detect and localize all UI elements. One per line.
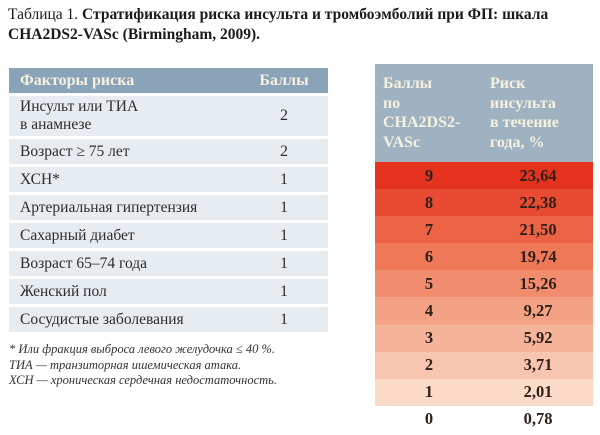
table-row: 4 9,27: [375, 297, 593, 325]
table-row: 7 21,50: [375, 216, 593, 244]
points-cell: 1: [280, 226, 288, 244]
points-cell: 1: [280, 282, 288, 300]
table-row: 8 22,38: [375, 189, 593, 217]
points-header-label: Баллы: [259, 71, 309, 89]
table-caption: Таблица 1. Стратификация риска инсульта …: [8, 5, 592, 45]
score-cell: 6: [424, 246, 434, 266]
factor-cell: Артериальная гипертензия: [20, 198, 198, 216]
points-cell: 2: [280, 142, 288, 160]
risk-factors-header-label: Факторы риска: [20, 71, 135, 89]
table-row: 3 5,92: [375, 324, 593, 352]
score-cell: 3: [424, 328, 434, 348]
risk-cell: 2,01: [523, 382, 553, 402]
score-cell: 8: [424, 192, 434, 212]
footnotes: * Или фракция выброса левого желудочка ≤…: [9, 342, 339, 389]
points-cell: 1: [280, 254, 288, 272]
table-row: Артериальная гипертензия 1: [9, 195, 328, 220]
risk-cell: 0,78: [523, 409, 553, 429]
table-row: 9 23,64: [375, 162, 593, 190]
factor-cell: Возраст ≥ 75 лет: [20, 142, 130, 160]
risk-factors-table: Факторы риска Баллы Инсульт или ТИА в ан…: [9, 68, 328, 332]
points-cell: 2: [280, 107, 288, 124]
table-row: Сахарный диабет 1: [9, 223, 328, 248]
table-row: 6 19,74: [375, 243, 593, 271]
factor-cell: Сахарный диабет: [20, 226, 135, 244]
risk-cell: 9,27: [523, 301, 553, 321]
score-cell: 1: [424, 382, 434, 402]
risk-header-label: Риск инсульта в течение года, %: [490, 75, 559, 151]
factor-cell: Инсульт или ТИА в анамнезе: [20, 98, 139, 133]
stroke-risk-table: Баллы по CHA2DS2- VASc Риск инсульта в т…: [375, 64, 593, 433]
table-row: 5 15,26: [375, 270, 593, 298]
points-cell: 1: [280, 170, 288, 188]
footnote-line: ТИА — транзиторная ишемическая атака.: [9, 357, 242, 372]
table-row: 0 0,78: [375, 405, 593, 433]
table-row: Возраст ≥ 75 лет 2: [9, 139, 328, 164]
table-row: ХСН* 1: [9, 167, 328, 192]
factor-cell: Сосудистые заболевания: [20, 310, 184, 328]
points-cell: 1: [280, 310, 288, 328]
factor-cell: Возраст 65–74 года: [20, 254, 148, 272]
score-header-label: Баллы по CHA2DS2- VASc: [383, 75, 461, 151]
table-caption-main: Стратификация риска инсульта и тромбоэмб…: [8, 6, 549, 43]
table-row: Женский пол 1: [9, 279, 328, 304]
table-row: Инсульт или ТИА в анамнезе 2: [9, 96, 328, 136]
risk-factors-table-header: Факторы риска Баллы: [9, 68, 328, 93]
risk-cell: 3,71: [523, 355, 553, 375]
score-cell: 2: [424, 355, 434, 375]
factor-cell: ХСН*: [20, 170, 60, 188]
points-cell: 1: [280, 198, 288, 216]
table-row: Сосудистые заболевания 1: [9, 307, 328, 332]
risk-cell: 23,64: [519, 165, 557, 185]
table-caption-prefix: Таблица 1.: [8, 6, 83, 23]
footnote-line: * Или фракция выброса левого желудочка ≤…: [9, 342, 276, 356]
score-cell: 0: [424, 409, 434, 429]
score-cell: 4: [424, 301, 434, 321]
risk-cell: 21,50: [519, 219, 557, 239]
factor-cell: Женский пол: [20, 282, 107, 300]
risk-cell: 22,38: [519, 192, 557, 212]
table-row: 1 2,01: [375, 378, 593, 406]
risk-cell: 19,74: [519, 246, 557, 266]
score-cell: 5: [424, 273, 434, 293]
risk-cell: 15,26: [519, 273, 557, 293]
stroke-risk-table-header: Баллы по CHA2DS2- VASc Риск инсульта в т…: [375, 64, 593, 162]
table-row: Возраст 65–74 года 1: [9, 251, 328, 276]
score-cell: 9: [424, 165, 434, 185]
table-row: 2 3,71: [375, 351, 593, 379]
footnote-line: ХСН — хроническая сердечная недостаточно…: [9, 373, 277, 387]
risk-cell: 5,92: [523, 328, 553, 348]
score-cell: 7: [424, 219, 434, 239]
